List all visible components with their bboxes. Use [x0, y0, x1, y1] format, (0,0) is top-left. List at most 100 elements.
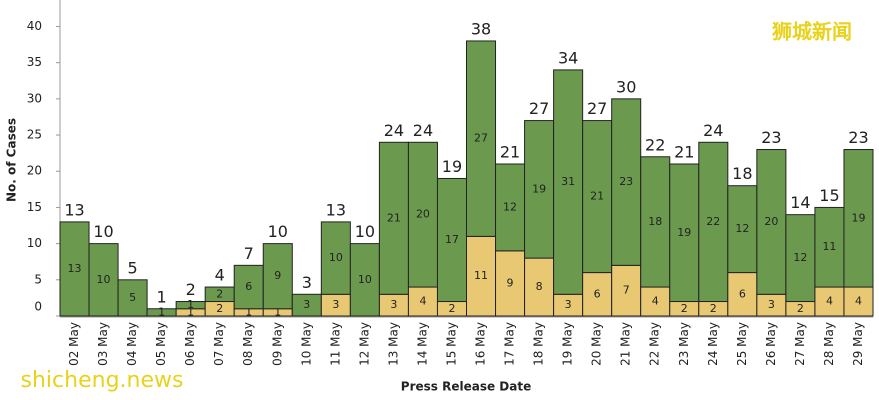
x-tick-label: 13 May: [386, 322, 400, 366]
x-tick-label: 17 May: [503, 322, 517, 366]
y-tick-label: 10: [27, 236, 42, 250]
segment-label: 2: [797, 302, 804, 315]
bar-segment: [756, 149, 787, 295]
total-label: 23: [848, 128, 868, 147]
segment-label: 12: [503, 200, 517, 213]
bar-segment: [117, 279, 148, 317]
bar-segment: [407, 286, 438, 317]
segment-label: 5: [129, 291, 136, 304]
bar-segment: [466, 40, 497, 237]
total-label: 19: [442, 157, 462, 176]
segment-label: 1: [187, 298, 194, 311]
x-tick-label: 07 May: [212, 322, 226, 366]
x-tick-label: 20 May: [590, 322, 604, 366]
y-tick-label: 35: [27, 55, 42, 69]
segment-label: 1: [245, 305, 252, 318]
x-tick-label: 23 May: [677, 322, 691, 366]
x-tick-label: 21 May: [619, 322, 633, 366]
bar-segment: [495, 163, 526, 252]
y-tick-label: 5: [34, 272, 42, 286]
y-tick-label: 15: [27, 200, 42, 214]
bar-segment: [814, 286, 845, 317]
bar-segment: [378, 141, 409, 295]
x-tick-label: 02 May: [67, 322, 81, 366]
watermark: 狮城新闻: [772, 20, 852, 44]
bar-segment: [582, 120, 613, 274]
total-label: 23: [761, 128, 781, 147]
x-tick-label: 03 May: [96, 322, 110, 366]
x-tick-label: 15 May: [444, 322, 458, 366]
segment-label: 8: [536, 280, 543, 293]
x-tick-label: 14 May: [415, 322, 429, 366]
x-tick-label: 12 May: [357, 322, 371, 366]
segment-label: 7: [623, 284, 630, 297]
x-axis-title: Press Release Date: [401, 380, 531, 394]
segment-label: 2: [216, 302, 223, 315]
segment-label: 1: [274, 305, 281, 318]
segment-label: 1: [187, 305, 194, 318]
segment-label: 20: [764, 215, 778, 228]
x-tick-label: 08 May: [241, 322, 255, 366]
x-tick-label: 09 May: [270, 322, 284, 366]
bar-segment: [553, 69, 584, 295]
segment-label: 2: [710, 302, 717, 315]
segment-label: 11: [474, 269, 488, 282]
bar-segment: [524, 120, 555, 259]
segment-label: 12: [735, 222, 749, 235]
x-tick-label: 26 May: [764, 322, 778, 366]
bar-segment: [727, 185, 758, 274]
y-axis-title: No. of Cases: [5, 118, 19, 202]
x-tick-label: 06 May: [183, 322, 197, 366]
bar-segment: [727, 272, 758, 317]
total-label: 27: [529, 99, 549, 118]
segment-label: 21: [590, 190, 604, 203]
total-label: 30: [616, 77, 636, 96]
segment-label: 2: [216, 287, 223, 300]
total-label: 18: [732, 164, 752, 183]
total-label: 1: [157, 287, 167, 306]
x-tick-label: 22 May: [648, 322, 662, 366]
bar-segment: [349, 243, 380, 317]
total-label: 5: [127, 258, 137, 277]
total-label: 15: [819, 186, 839, 205]
y-tick-label: 40: [27, 19, 42, 33]
segment-label: 19: [851, 211, 865, 224]
y-tick-label: 30: [27, 91, 42, 105]
segment-label: 6: [594, 287, 601, 300]
segment-label: 19: [677, 226, 691, 239]
segment-label: 13: [68, 262, 82, 275]
segment-label: 31: [561, 175, 575, 188]
segment-label: 4: [826, 295, 833, 308]
segment-label: 9: [507, 276, 514, 289]
segment-label: 10: [97, 273, 111, 286]
x-tick-label: 18 May: [532, 322, 546, 366]
segment-label: 6: [245, 280, 252, 293]
segment-label: 1: [158, 305, 165, 318]
segment-label: 3: [768, 298, 775, 311]
x-tick-label: 05 May: [154, 322, 168, 366]
bar-segment: [524, 257, 555, 317]
segment-label: 3: [565, 298, 572, 311]
total-label: 27: [587, 99, 607, 118]
total-label: 14: [790, 193, 810, 212]
total-label: 21: [500, 143, 520, 162]
bar-segment: [59, 221, 90, 317]
segment-label: 22: [706, 215, 720, 228]
total-label: 24: [703, 121, 723, 140]
total-label: 3: [302, 273, 312, 292]
total-label: 2: [186, 280, 196, 299]
x-tick-label: 19 May: [561, 322, 575, 366]
total-label: 38: [471, 19, 491, 38]
y-tick-label: 20: [27, 164, 42, 178]
segment-label: 3: [390, 298, 397, 311]
total-label: 34: [558, 48, 578, 67]
segment-label: 4: [855, 295, 862, 308]
x-tick-label: 16 May: [474, 322, 488, 366]
total-label: 7: [244, 244, 254, 263]
segment-label: 10: [329, 251, 343, 264]
segment-label: 2: [681, 302, 688, 315]
bar-segment: [88, 243, 119, 317]
total-label: 4: [215, 266, 225, 285]
bar-segment: [785, 214, 816, 303]
x-tick-label: 25 May: [735, 322, 749, 366]
